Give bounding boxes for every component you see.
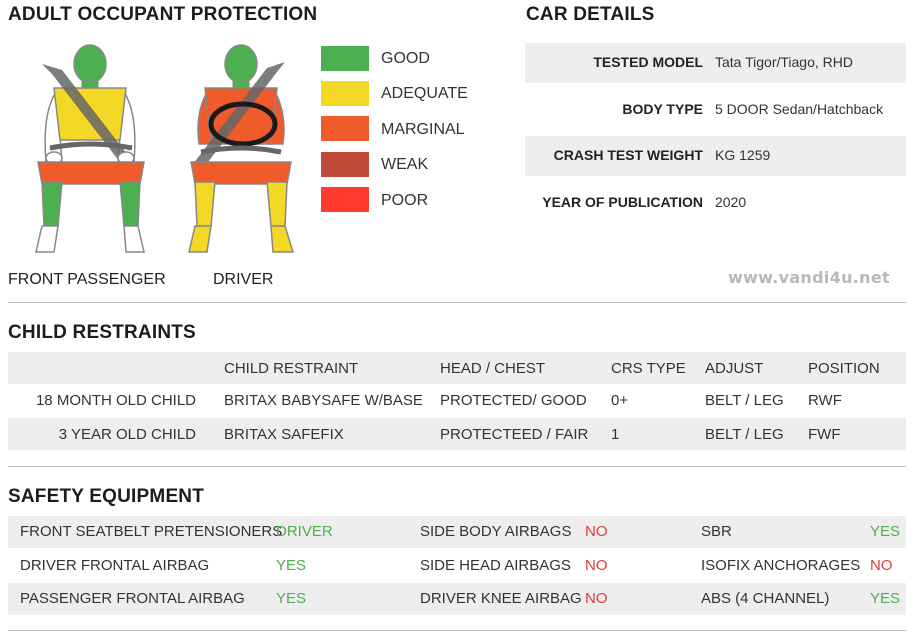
equipment-label: SBR [701,523,732,540]
table-cell: 18 MONTH OLD CHILD [35,392,196,409]
detail-key: TESTED MODEL [593,54,703,70]
detail-key: YEAR OF PUBLICATION [542,194,703,210]
child-restraints-title: CHILD RESTRAINTS [8,322,196,343]
table-row: 3 YEAR OLD CHILD BRITAX SAFEFIX PROTECTE… [8,418,906,450]
table-row: DRIVER FRONTAL AIRBAG YES SIDE HEAD AIRB… [8,550,906,582]
equipment-value: NO [585,590,608,607]
equipment-label: FRONT SEATBELT PRETENSIONERS [20,523,283,540]
divider [8,302,906,303]
front-passenger-label: FRONT PASSENGER [8,271,166,288]
table-cell: 0+ [611,392,629,409]
detail-value: Tata Tigor/Tiago, RHD [715,54,853,70]
table-cell: BRITAX BABYSAFE W/BASE [224,392,423,409]
table-cell: PROTECTED/ GOOD [440,392,587,409]
equipment-value: YES [276,590,307,607]
table-row: 18 MONTH OLD CHILD BRITAX BABYSAFE W/BAS… [8,384,906,416]
driver-figure [188,44,295,253]
driver-label: DRIVER [213,271,274,288]
detail-key: CRASH TEST WEIGHT [553,147,703,163]
car-details-title: CAR DETAILS [526,4,655,25]
equipment-label: PASSENGER FRONTAL AIRBAG [20,590,245,607]
adult-section-title: ADULT OCCUPANT PROTECTION [8,4,318,25]
equipment-value: YES [276,557,307,574]
equipment-label: ISOFIX ANCHORAGES [701,557,861,574]
column-header: HEAD / CHEST [440,360,546,377]
column-header: ADJUST [705,360,764,377]
detail-row-crash-test-weight: CRASH TEST WEIGHT KG 1259 [525,136,906,176]
legend-label-weak: WEAK [381,156,429,173]
equipment-label: ABS (4 CHANNEL) [701,590,830,607]
child-restraints-header-row: CHILD RESTRAINT HEAD / CHEST CRS TYPE AD… [8,352,906,384]
equipment-value: YES [870,590,901,607]
equipment-value: NO [585,557,608,574]
table-cell: BELT / LEG [705,392,784,409]
legend-swatch-poor [321,187,369,212]
detail-value: 2020 [715,194,747,210]
equipment-value: DRIVER [276,523,333,540]
equipment-label: SIDE HEAD AIRBAGS [420,557,571,574]
equipment-label: DRIVER KNEE AIRBAG [420,590,582,607]
detail-key: BODY TYPE [622,101,703,117]
legend-swatch-marginal [321,116,369,141]
equipment-label: DRIVER FRONTAL AIRBAG [20,557,210,574]
column-header: CHILD RESTRAINT [224,360,359,377]
column-header: CRS TYPE [611,360,686,377]
table-cell: 3 YEAR OLD CHILD [58,426,196,443]
legend-label-good: GOOD [381,50,430,67]
table-cell: 1 [611,426,620,443]
table-cell: PROTECTEED / FAIR [440,426,589,443]
table-cell: BELT / LEG [705,426,784,443]
table-cell: RWF [808,392,842,409]
detail-value: 5 DOOR Sedan/Hatchback [715,101,884,117]
table-row: PASSENGER FRONTAL AIRBAG YES DRIVER KNEE… [8,583,906,615]
equipment-value: NO [585,523,608,540]
detail-row-body-type: BODY TYPE 5 DOOR Sedan/Hatchback [525,90,906,130]
detail-row-tested-model: TESTED MODEL Tata Tigor/Tiago, RHD [525,43,906,83]
table-cell: BRITAX SAFEFIX [224,426,344,443]
detail-row-year-of-publication: YEAR OF PUBLICATION 2020 [525,183,906,223]
table-row: FRONT SEATBELT PRETENSIONERS DRIVER SIDE… [8,516,906,548]
column-header: POSITION [808,360,880,377]
equipment-value: NO [870,557,893,574]
legend-label-poor: POOR [381,192,429,209]
legend-swatch-adequate [321,81,369,106]
front-passenger-figure [35,44,145,253]
divider [8,466,906,467]
legend-label-marginal: MARGINAL [381,121,465,138]
divider [8,630,906,631]
table-cell: FWF [808,426,841,443]
legend-label-adequate: ADEQUATE [381,85,468,102]
equipment-value: YES [870,523,901,540]
safety-equipment-title: SAFETY EQUIPMENT [8,486,205,507]
legend-swatch-weak [321,152,369,177]
equipment-label: SIDE BODY AIRBAGS [420,523,572,540]
legend-swatch-good [321,46,369,71]
watermark: www.vandi4u.net [728,268,890,287]
detail-value: KG 1259 [715,147,771,163]
